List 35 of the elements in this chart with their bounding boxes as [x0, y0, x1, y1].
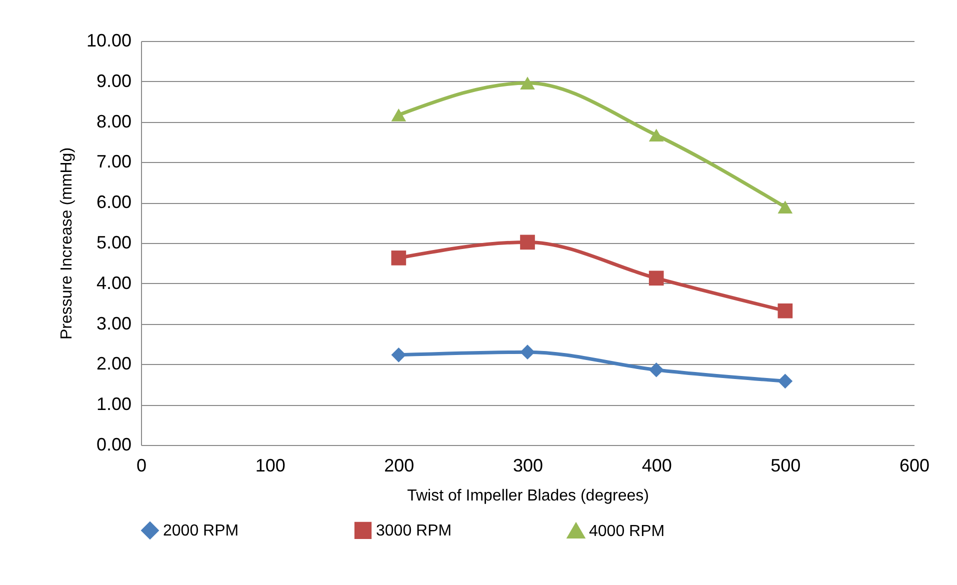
point	[648, 362, 664, 378]
y-tick-label: 6.00	[96, 192, 132, 212]
x-tick-label: 400	[642, 456, 672, 476]
y-tick-label: 9.00	[96, 70, 132, 91]
x-tick-label: 0	[136, 456, 147, 476]
y-tick-label: 8.00	[96, 111, 132, 132]
point	[778, 200, 793, 214]
legend-label: 2000 RPM	[163, 522, 239, 540]
point	[648, 128, 664, 142]
x-axis-title: Twist of Impeller Blades (degrees)	[407, 488, 649, 504]
y-axis-title: Pressure Increase (mmHg)	[58, 147, 76, 340]
y-tick-label: 3.00	[96, 313, 132, 334]
x-tick-label: 500	[770, 456, 801, 476]
point	[520, 344, 535, 360]
y-tick-label: 1.00	[96, 394, 132, 414]
point	[778, 374, 793, 389]
y-tick-label: 2.00	[96, 354, 132, 374]
legend-label: 3000 RPM	[376, 522, 452, 540]
point	[648, 270, 664, 286]
x-tick-label: 100	[255, 456, 286, 476]
point	[391, 347, 406, 362]
point	[520, 234, 535, 250]
x-tick-label: 600	[899, 456, 930, 476]
y-tick-label: 10.00	[86, 30, 132, 50]
point	[391, 108, 406, 122]
point	[778, 303, 793, 318]
y-tick-label: 7.00	[96, 152, 132, 172]
point	[391, 250, 406, 266]
point	[520, 76, 535, 90]
x-tick-label: 200	[384, 456, 414, 476]
y-tick-label: 5.00	[96, 232, 132, 252]
legend-label: 4000 RPM	[589, 522, 665, 540]
y-tick-label: 4.00	[96, 272, 132, 293]
x-tick-label: 300	[512, 456, 544, 476]
y-tick-label: 0.00	[96, 434, 132, 454]
